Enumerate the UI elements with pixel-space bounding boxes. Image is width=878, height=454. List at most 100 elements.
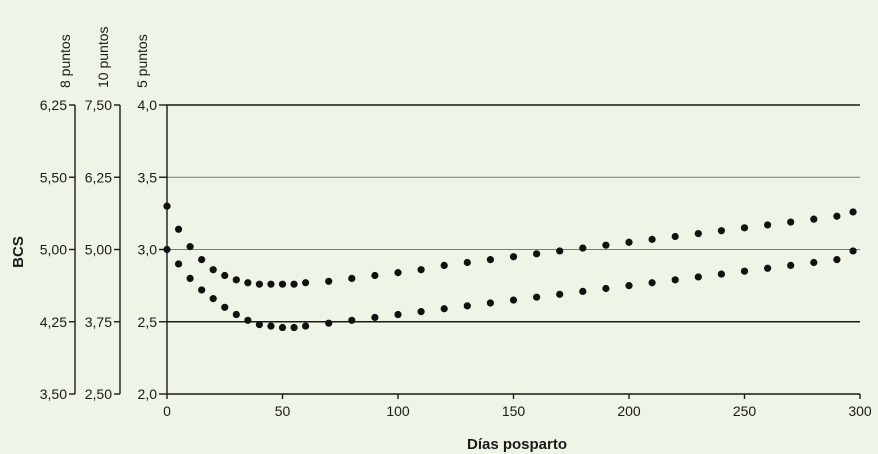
data-point (244, 316, 252, 324)
x-tick-label: 300 (848, 403, 872, 419)
data-point (232, 310, 240, 319)
data-point (648, 279, 656, 287)
data-point (290, 280, 298, 288)
data-point (440, 261, 448, 269)
data-point (348, 316, 356, 324)
data-point (740, 224, 749, 232)
data-point (556, 247, 564, 255)
y-tick-label: 3,5 (138, 169, 158, 185)
y-tick-label: 6,25 (40, 97, 67, 113)
data-point (694, 273, 702, 281)
data-point (625, 238, 633, 246)
data-point (186, 243, 194, 251)
grid-lines (167, 104, 860, 323)
x-tick-label: 250 (733, 403, 757, 419)
data-point (463, 302, 471, 310)
data-point (174, 225, 183, 233)
data-point (371, 271, 379, 280)
x-tick-label: 50 (275, 403, 291, 419)
data-point (694, 230, 702, 238)
data-point (671, 232, 679, 241)
data-point (602, 284, 610, 293)
data-point (463, 258, 471, 267)
data-point (221, 271, 229, 280)
data-point (486, 299, 494, 307)
data-point (602, 241, 610, 249)
data-points (163, 202, 857, 332)
data-point (579, 287, 587, 296)
data-point (325, 277, 333, 285)
y-tick-label: 6,25 (85, 169, 112, 185)
data-point (717, 270, 726, 278)
data-point (533, 293, 541, 301)
x-tick-label: 200 (617, 403, 641, 419)
y-tick-label: 7,50 (85, 97, 112, 113)
y-tick-label: 4,0 (138, 97, 158, 113)
y-tick-label: 5,50 (40, 169, 67, 185)
data-point (290, 323, 298, 332)
y-axis-title: BCS (10, 236, 27, 268)
data-point (267, 322, 275, 330)
data-point (556, 290, 564, 298)
data-point (221, 303, 229, 311)
data-point (717, 227, 726, 235)
data-point (764, 221, 772, 229)
data-point (255, 280, 263, 288)
data-point (163, 245, 171, 254)
data-point (833, 256, 841, 264)
data-point (267, 280, 275, 288)
data-point (371, 313, 379, 322)
data-point (625, 282, 633, 290)
data-point (209, 266, 217, 274)
data-point (810, 258, 818, 267)
data-point (278, 280, 287, 288)
data-point (417, 266, 425, 274)
data-point (232, 276, 240, 284)
data-point (255, 321, 263, 329)
data-point (579, 244, 587, 252)
data-point (849, 208, 857, 216)
data-point (394, 269, 402, 277)
data-point (509, 296, 518, 304)
data-point (348, 274, 356, 282)
data-point (186, 274, 194, 282)
data-point (740, 267, 749, 275)
y-tick-label: 3,50 (40, 386, 67, 402)
axes (69, 104, 861, 399)
tick-labels: 0 50 100 150 200 250 300 4,0 3,5 3,0 2,5 2,0 5 punto… (40, 27, 872, 420)
data-point (302, 322, 310, 330)
data-point (833, 212, 841, 220)
data-point (787, 261, 795, 269)
data-point (198, 256, 206, 264)
y-scale-name: 8 puntos (57, 34, 73, 88)
data-point (486, 256, 494, 264)
x-tick-label: 100 (386, 403, 410, 419)
data-point (163, 202, 171, 210)
data-point (764, 264, 772, 272)
data-point (509, 253, 518, 261)
x-tick-label: 0 (163, 403, 171, 419)
data-point (810, 215, 818, 223)
data-point (671, 276, 679, 284)
data-point (209, 295, 217, 303)
data-point (440, 305, 448, 313)
x-tick-label: 150 (502, 403, 526, 419)
y-tick-label: 5,00 (85, 242, 112, 258)
y-tick-label: 2,0 (138, 386, 158, 402)
data-point (198, 286, 206, 294)
y-tick-label: 5,00 (40, 242, 67, 258)
data-point (174, 260, 183, 268)
data-point (244, 279, 252, 287)
y-tick-label: 4,25 (40, 314, 67, 330)
data-point (648, 235, 656, 243)
data-point (787, 218, 795, 226)
data-point (278, 323, 287, 332)
y-tick-label: 3,75 (85, 314, 112, 330)
x-axis-title: Días posparto (467, 436, 567, 453)
data-point (394, 310, 402, 319)
data-point (849, 247, 857, 255)
y-scale-name: 10 puntos (95, 27, 111, 89)
data-point (325, 319, 333, 327)
y-scale-name: 5 puntos (134, 34, 150, 88)
